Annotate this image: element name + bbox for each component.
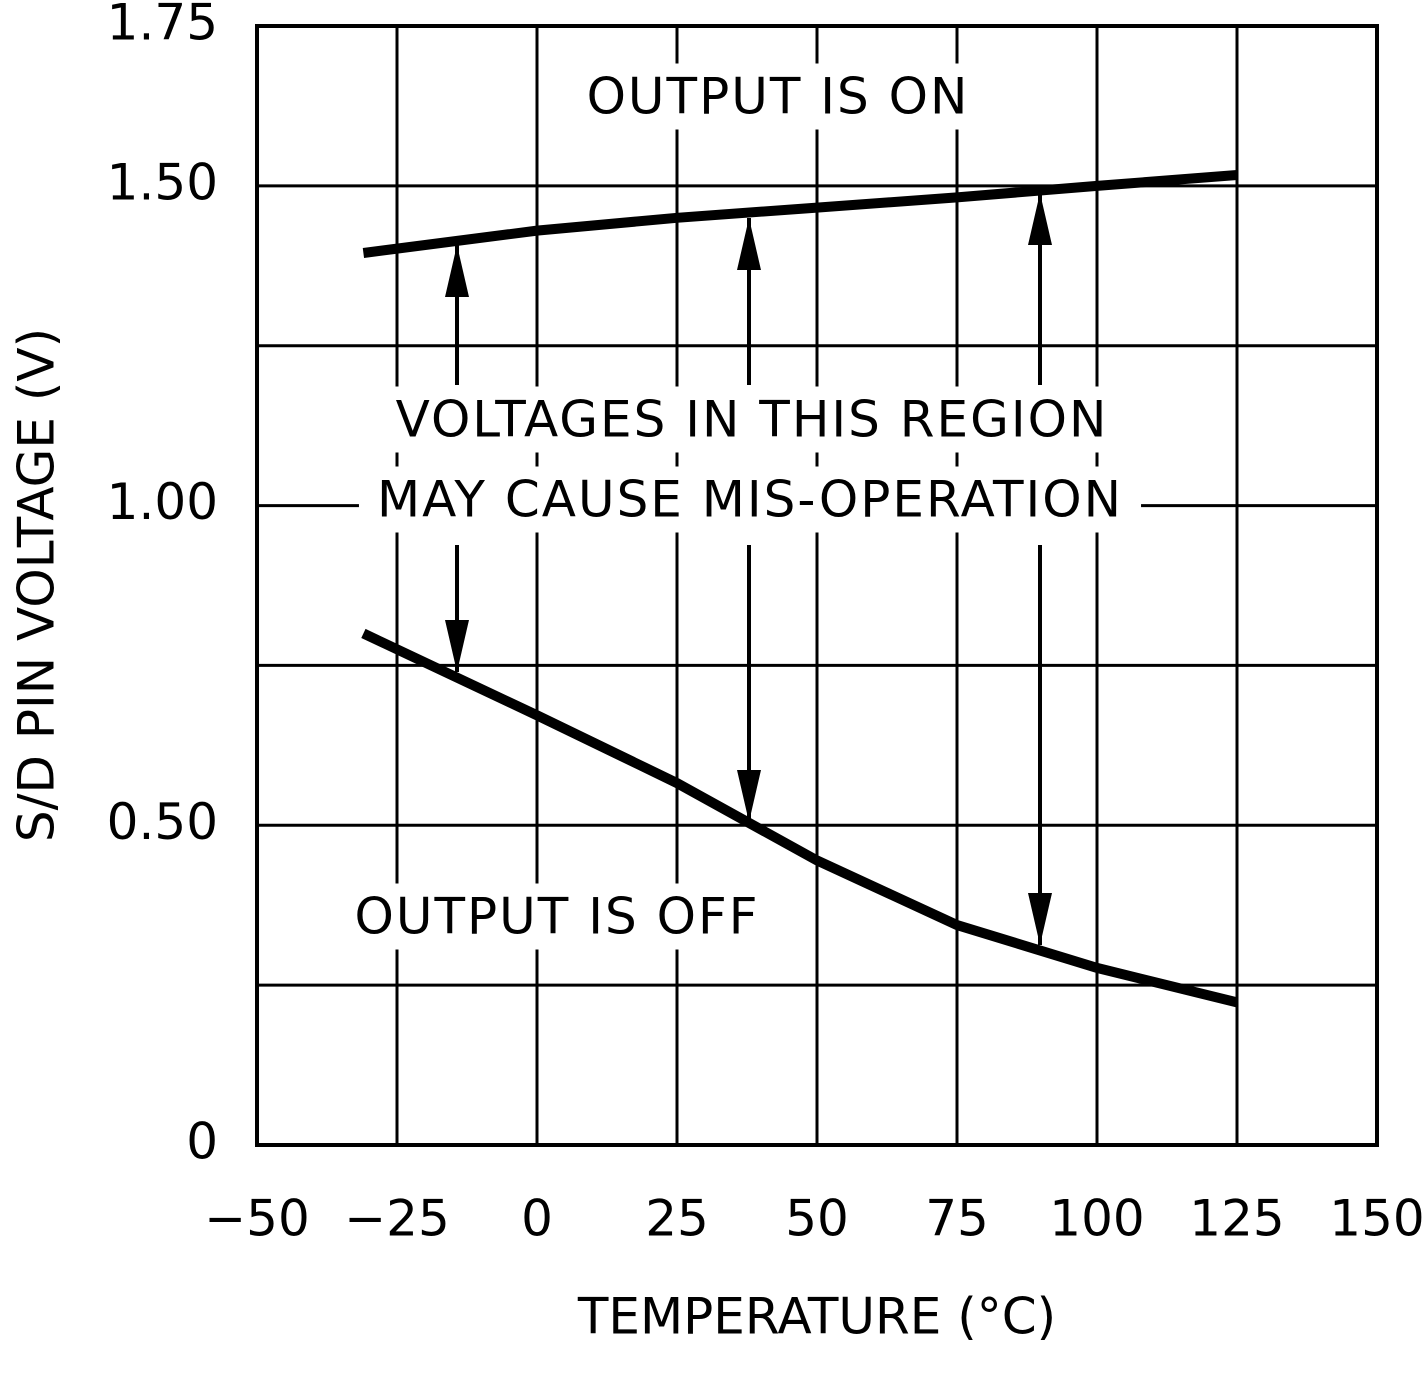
arrow-head — [737, 218, 761, 270]
annotation-background — [336, 883, 778, 950]
y-axis-label: S/D PIN VOLTAGE (V) — [8, 328, 66, 842]
y-tick-label: 1.75 — [107, 0, 218, 52]
x-tick-label: −50 — [204, 1190, 310, 1248]
data-line — [362, 170, 1238, 258]
x-tick-label: 50 — [785, 1190, 849, 1248]
x-tick-label: 100 — [1049, 1190, 1144, 1248]
x-tick-label: 0 — [521, 1190, 553, 1248]
y-tick-label: 1.50 — [107, 153, 218, 211]
arrow-head — [737, 770, 761, 822]
annotation: OUTPUT IS ON — [587, 68, 970, 126]
x-tick-label: 75 — [925, 1190, 989, 1248]
annotation-background — [568, 63, 988, 130]
annotation-background — [358, 466, 1142, 533]
x-tick-label: 125 — [1189, 1190, 1284, 1248]
arrow-head — [1028, 193, 1052, 245]
data-line — [361, 628, 1239, 1008]
arrow-head — [445, 245, 469, 297]
arrow-head — [1028, 893, 1052, 945]
x-tick-label: 25 — [645, 1190, 709, 1248]
annotation-background — [377, 386, 1127, 453]
y-tick-label: 0 — [186, 1113, 218, 1171]
annotation: VOLTAGES IN THIS REGION — [396, 391, 1109, 449]
y-tick-label: 1.00 — [107, 473, 218, 531]
x-tick-label: −25 — [344, 1190, 450, 1248]
arrow-head — [445, 620, 469, 672]
annotation: OUTPUT IS OFF — [355, 888, 760, 946]
y-tick-label: 0.50 — [107, 793, 218, 851]
annotation: MAY CAUSE MIS-OPERATION — [377, 471, 1123, 529]
x-tick-label: 150 — [1329, 1190, 1424, 1248]
x-axis-label: TEMPERATURE (°C) — [577, 1288, 1056, 1346]
plot-frame — [255, 24, 1379, 1147]
